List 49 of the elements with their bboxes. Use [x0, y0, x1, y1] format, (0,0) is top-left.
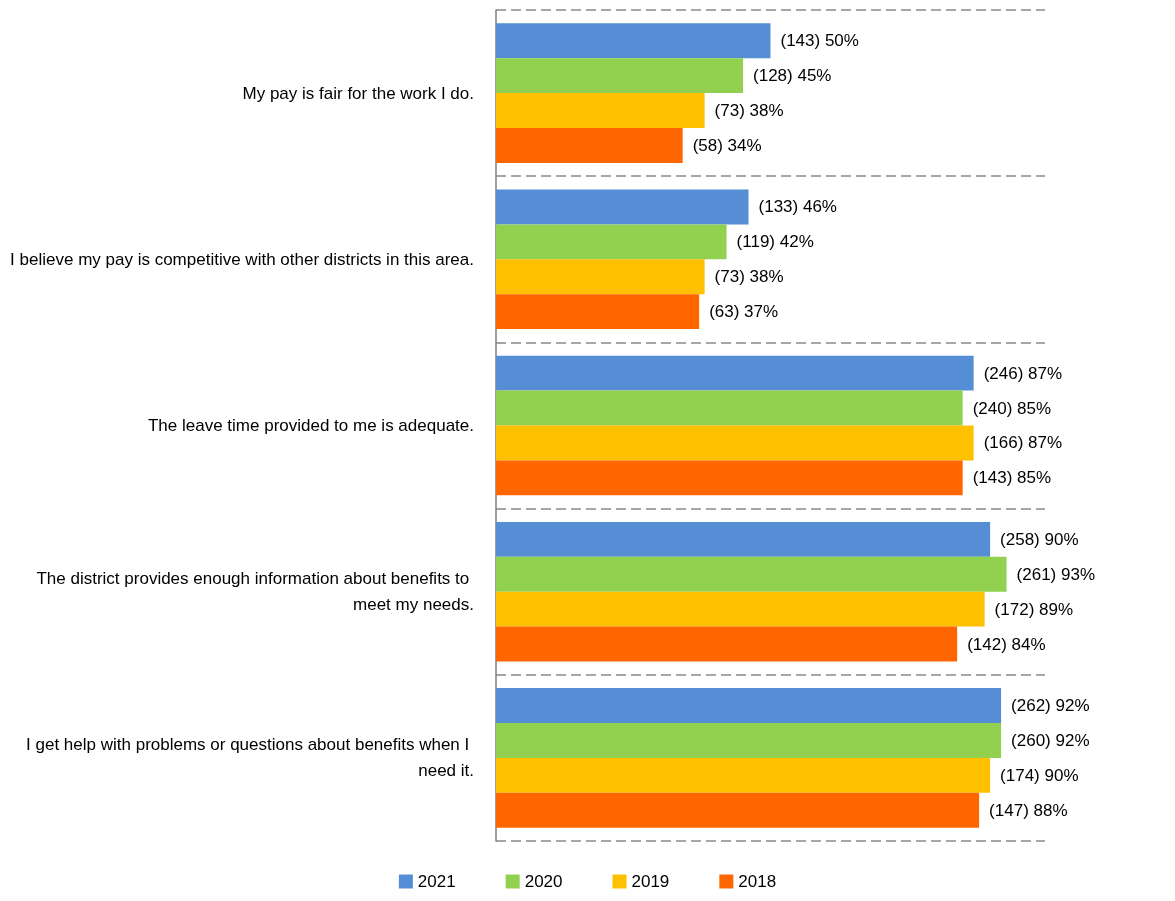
bar: [496, 390, 963, 426]
bar: [496, 591, 985, 627]
bar: [496, 23, 771, 59]
bar: [496, 757, 991, 793]
bar: [496, 556, 1007, 592]
bar: [496, 294, 700, 330]
data-label: (172) 89%: [994, 599, 1074, 619]
data-label: (174) 90%: [1000, 765, 1079, 785]
bar: [496, 460, 963, 496]
data-label: (261) 93%: [1016, 564, 1096, 584]
bar: [496, 521, 991, 557]
data-label: (147) 88%: [989, 800, 1068, 820]
legend-label: 2020: [524, 872, 563, 891]
data-label: (133) 46%: [758, 197, 837, 217]
legend-label: 2018: [738, 872, 777, 891]
data-label: (143) 50%: [780, 31, 859, 51]
bar: [496, 58, 744, 94]
bar: [496, 425, 974, 461]
data-label: (166) 87%: [983, 433, 1063, 453]
bar: [496, 93, 705, 128]
data-label: (58) 34%: [692, 135, 762, 155]
y-tick-label: I believe my pay is competitive with other districts in this area.: [10, 249, 474, 269]
y-tick-label: The leave time provided to me is adequate.: [147, 416, 474, 435]
bar: [496, 189, 749, 225]
data-label: (142) 84%: [967, 634, 1046, 654]
bar: [496, 224, 727, 260]
data-label: (246) 87%: [983, 363, 1063, 383]
legend-label: 2019: [631, 872, 670, 891]
data-label: (260) 92%: [1011, 730, 1090, 750]
bar: [496, 792, 980, 828]
y-tick-label: My pay is fair for the work I do.: [242, 83, 474, 103]
legend-label: 2021: [417, 872, 456, 891]
bar: [496, 355, 974, 391]
data-label: (128) 45%: [753, 66, 832, 86]
y-tick-label: The district provides enough information about benefits to meet my needs.: [36, 569, 474, 615]
data-label: (119) 42%: [736, 232, 814, 252]
data-label: (63) 37%: [709, 302, 779, 322]
bar: [496, 626, 958, 662]
data-label: (240) 85%: [972, 398, 1052, 418]
data-label: (73) 38%: [714, 101, 784, 121]
y-tick-label: I get help with problems or questions about benefits when I need it.: [26, 735, 474, 781]
data-label: (73) 38%: [714, 267, 784, 287]
bar: [496, 128, 683, 163]
data-label: (258) 90%: [1000, 529, 1079, 549]
bar: [496, 688, 1002, 723]
bar: [496, 259, 705, 295]
bar: [496, 723, 1002, 758]
data-label: (143) 85%: [972, 468, 1052, 488]
data-label: (262) 92%: [1011, 696, 1090, 716]
